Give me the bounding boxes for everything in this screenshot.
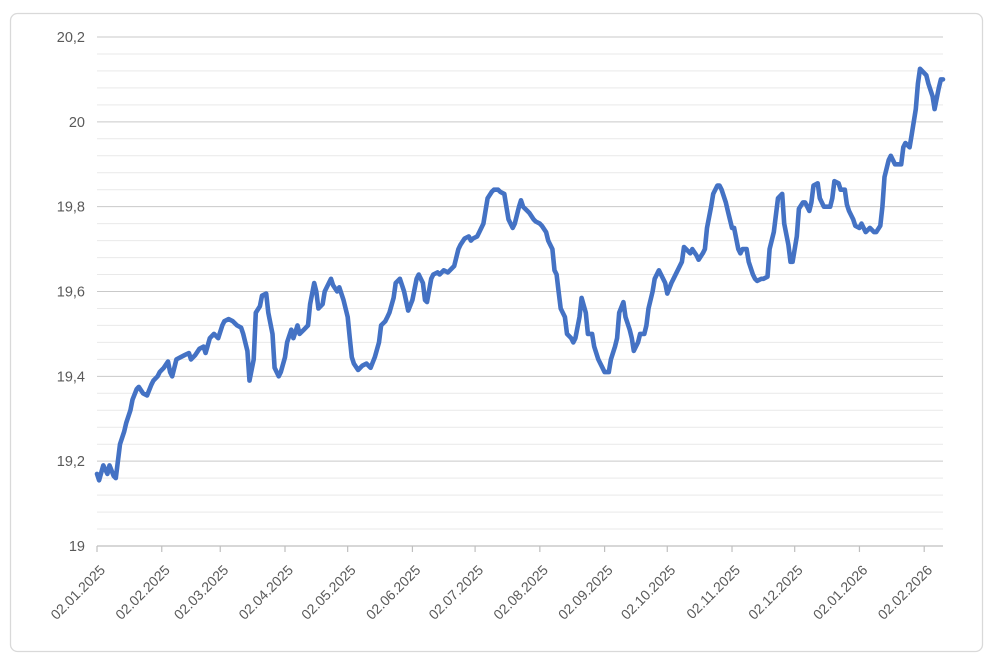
y-tick-label: 19 [69, 539, 85, 555]
major-gridlines [97, 36, 943, 462]
data-series-line [94, 66, 946, 483]
y-tick-label: 19,8 [57, 200, 85, 216]
chart-frame-border [9, 12, 984, 653]
y-tick-label: 19,6 [57, 285, 85, 301]
x-axis-ticks [96, 546, 925, 552]
y-tick-label: 19,4 [57, 369, 85, 385]
y-tick-label: 20 [69, 115, 85, 131]
y-axis-labels: 19 19,2 19,4 19,6 19,8 20 20,2 [57, 30, 85, 555]
y-tick-label: 19,2 [57, 454, 85, 470]
y-tick-label: 20,2 [57, 30, 85, 46]
